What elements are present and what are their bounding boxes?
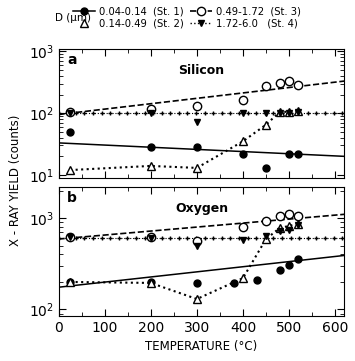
- Text: Silicon: Silicon: [179, 64, 224, 77]
- Text: b: b: [67, 191, 77, 205]
- Text: Oxygen: Oxygen: [175, 202, 228, 215]
- Legend: 0.04-0.14  (St. 1), 0.14-0.49  (St. 2), 0.49-1.72  (St. 3), 1.72-6.0   (St. 4): 0.04-0.14 (St. 1), 0.14-0.49 (St. 2), 0.…: [72, 5, 302, 30]
- Text: X - RAY YIELD (counts): X - RAY YIELD (counts): [9, 115, 22, 246]
- Text: a: a: [67, 53, 77, 67]
- Text: D (μm): D (μm): [55, 13, 91, 23]
- X-axis label: TEMPERATURE (°C): TEMPERATURE (°C): [145, 340, 258, 353]
